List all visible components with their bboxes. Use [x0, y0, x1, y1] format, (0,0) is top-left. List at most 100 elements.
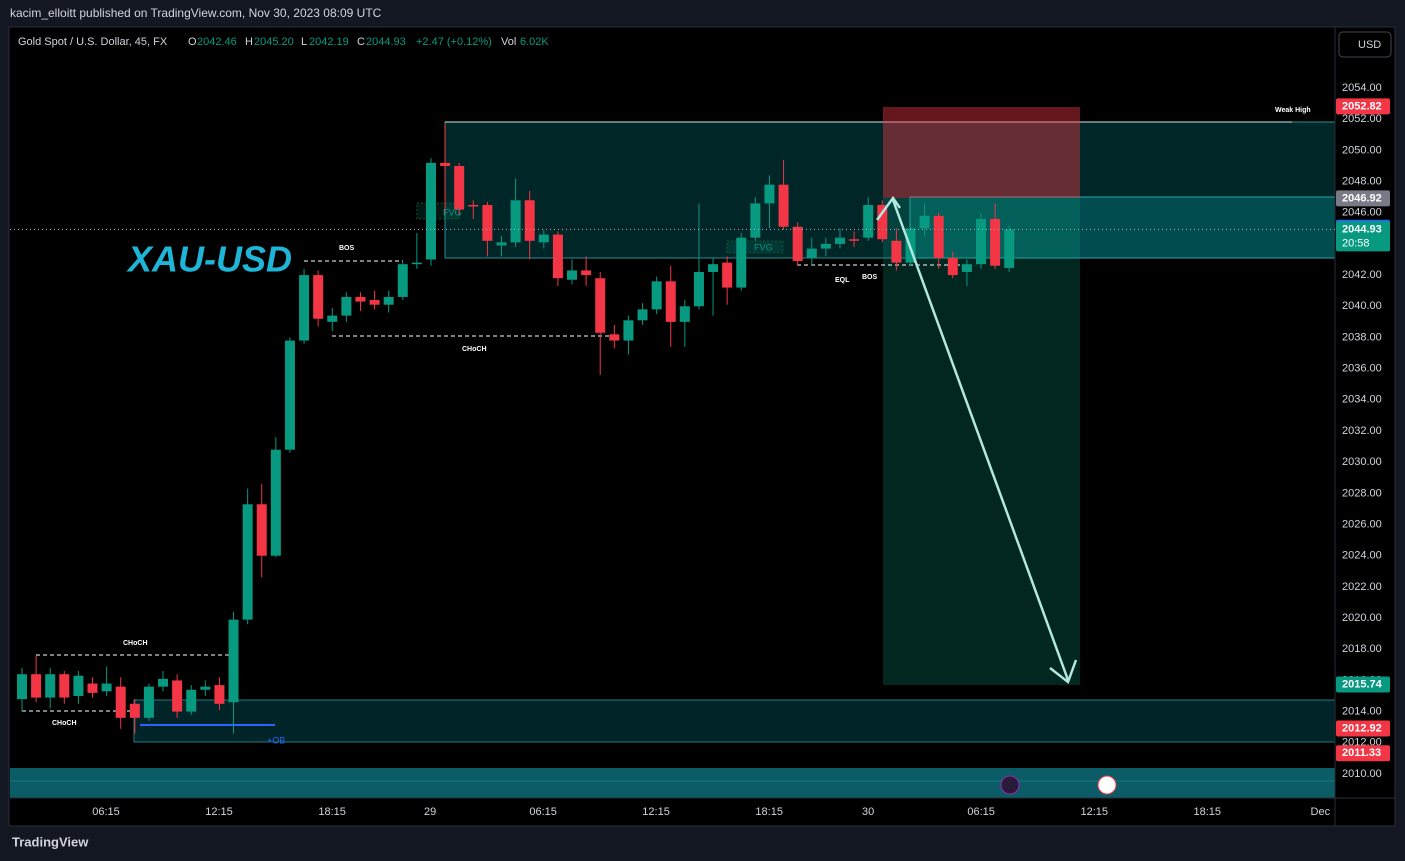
candle-body	[411, 262, 422, 265]
y-tick-label: 2030.00	[1342, 456, 1382, 468]
y-tick-label: 2018.00	[1342, 643, 1382, 655]
candle-body	[101, 683, 112, 692]
demand-zone	[133, 699, 1336, 743]
price-label: 2011.33	[1342, 747, 1381, 759]
candle-body	[708, 264, 719, 272]
candle-body	[877, 204, 888, 240]
price-label-box	[1336, 221, 1390, 252]
y-tick-label: 2042.00	[1342, 269, 1382, 281]
candle-body	[496, 242, 507, 246]
candle-body	[834, 237, 845, 244]
stop-zone	[883, 107, 1080, 198]
y-tick-label: 2040.00	[1342, 300, 1382, 312]
annotation: +OB	[267, 735, 285, 745]
annotation: Weak High	[1275, 107, 1311, 114]
price-label: 2052.82	[1342, 100, 1382, 112]
price-label-box	[1336, 98, 1390, 115]
y-tick-label: 2014.00	[1342, 706, 1382, 718]
candle-body	[665, 281, 676, 322]
y-tick-label: 2022.00	[1342, 581, 1382, 593]
candle-body	[961, 264, 972, 272]
candle-body	[425, 162, 436, 260]
candle-body	[143, 686, 154, 718]
candle-body	[778, 184, 789, 227]
price-label: 2046.92	[1342, 192, 1382, 204]
candle-body	[623, 320, 634, 341]
annotation: FVG	[443, 207, 462, 217]
candle-body	[919, 215, 930, 229]
annotation: XAU-USD	[126, 239, 292, 280]
symbol: Gold Spot / U.S. Dollar, 45, FX	[18, 36, 168, 48]
currency-button[interactable]	[1338, 31, 1392, 58]
candle-body	[468, 204, 479, 207]
candle-body	[45, 674, 56, 698]
candle-body	[933, 215, 944, 258]
candle-body	[31, 674, 42, 698]
annotation: BOS	[339, 245, 355, 252]
candle-body	[73, 675, 84, 697]
x-tick-label: 12:15	[205, 806, 233, 818]
candle-body	[849, 239, 860, 241]
annotation: CHoCH	[52, 720, 77, 727]
candle-body	[806, 248, 817, 258]
candle-body	[242, 504, 253, 620]
event-icon[interactable]	[1000, 775, 1020, 795]
y-tick-label: 2034.00	[1342, 394, 1382, 406]
y-tick-label: 2032.00	[1342, 425, 1382, 437]
candle-body	[454, 165, 465, 210]
candle-body	[679, 306, 690, 322]
x-tick-label: 29	[424, 806, 436, 818]
o-key: O	[188, 36, 197, 48]
price-label: 2044.93	[1342, 223, 1382, 235]
currency[interactable]: USD	[1358, 39, 1381, 51]
price-label: 2012.92	[1342, 722, 1382, 734]
candle-body	[383, 296, 394, 305]
y-tick-label: 2052.00	[1342, 113, 1382, 125]
candle-body	[397, 264, 408, 297]
annotation: BOS	[862, 274, 878, 281]
y-tick-label: 2048.00	[1342, 175, 1382, 187]
candle-body	[947, 257, 958, 276]
x-tick-label: Dec	[1311, 806, 1331, 818]
c-key: C	[357, 36, 365, 48]
candle-body	[595, 278, 606, 333]
candle-body	[214, 685, 225, 704]
candle-body	[158, 678, 169, 687]
candle-body	[284, 340, 295, 450]
candle-body	[440, 162, 451, 166]
candle-body	[369, 300, 380, 305]
candle-body	[172, 680, 183, 712]
candle-body	[1004, 229, 1015, 268]
candle-body	[200, 686, 211, 690]
indicator-strip	[10, 768, 1335, 798]
candle-body	[313, 275, 324, 319]
l-val: 2042.19	[309, 36, 349, 48]
x-tick-label: 12:15	[1080, 806, 1108, 818]
change: +2.47 (+0.12%)	[416, 36, 492, 48]
y-tick-label: 2028.00	[1342, 487, 1382, 499]
candle-body	[651, 281, 662, 310]
flag-icon[interactable]	[1097, 775, 1117, 795]
candle-body	[722, 262, 733, 288]
candle-body	[863, 204, 874, 238]
legend: Gold Spot / U.S. Dollar, 45, FX O 2042.4…	[18, 36, 549, 48]
l-key: L	[301, 36, 307, 48]
annotation: FVG	[754, 242, 773, 252]
h-key: H	[245, 36, 253, 48]
candle-body	[16, 674, 27, 700]
candle-body	[552, 234, 563, 279]
candle-body	[59, 674, 70, 698]
h-val: 2045.20	[254, 36, 294, 48]
candle-body	[792, 226, 803, 262]
candle-body	[228, 619, 239, 703]
candle-body	[299, 275, 310, 341]
candle-body	[270, 449, 281, 556]
candle-body	[990, 218, 1001, 266]
candle-body	[129, 703, 140, 718]
candle-body	[637, 309, 648, 321]
annotation: EQL	[835, 277, 850, 284]
brand: TradingView	[12, 834, 89, 849]
candle-body	[976, 218, 987, 265]
y-tick-label: 2026.00	[1342, 518, 1382, 530]
